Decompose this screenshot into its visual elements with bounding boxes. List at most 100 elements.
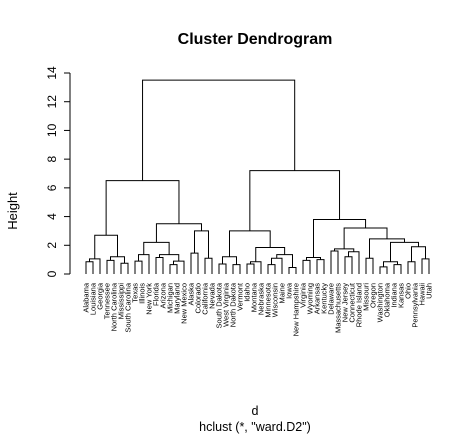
leaf-label: California xyxy=(201,282,210,315)
leaf-label: Hawaii xyxy=(418,283,427,306)
y-tick-label: 6 xyxy=(45,184,59,191)
leaf-label: Florida xyxy=(152,282,161,306)
merge-link xyxy=(143,241,170,255)
y-tick-label: 4 xyxy=(45,213,59,220)
leaf-label: Arkansas xyxy=(313,283,322,315)
merge-link xyxy=(120,262,129,274)
merge-link xyxy=(173,260,185,274)
y-tick-label: 2 xyxy=(45,242,59,249)
leaf-label: Illinois xyxy=(138,283,147,304)
leaf-label: Tennessee xyxy=(103,283,112,319)
leaf-label: Missouri xyxy=(362,283,371,311)
leaf-label: Maine xyxy=(278,283,287,303)
leaf-label: Kansas xyxy=(397,283,406,308)
merge-link xyxy=(155,256,164,274)
leaf-label: Louisiana xyxy=(89,282,98,315)
y-axis: 0 2 4 6 8 10 12 14 xyxy=(45,66,71,277)
merge-link xyxy=(106,259,115,274)
leaf-label: New Mexico xyxy=(180,283,189,324)
leaf-label: Washington xyxy=(376,283,385,322)
leaf-label: Pennsylvania xyxy=(411,282,420,327)
merge-link xyxy=(411,246,426,262)
merge-link xyxy=(316,259,325,274)
merge-link xyxy=(390,241,419,262)
merge-link xyxy=(159,254,180,262)
merge-link xyxy=(142,79,296,181)
merge-link xyxy=(313,218,367,258)
leaf-label: New Hampshire xyxy=(292,283,301,336)
leaf-label: West Virginia xyxy=(222,282,231,327)
leaf-label: Iowa xyxy=(285,282,294,299)
leaf-label: Colorado xyxy=(194,283,203,313)
leaf-label: Massachusetts xyxy=(334,283,343,333)
merge-link xyxy=(138,254,150,274)
leaf-label: Oklahoma xyxy=(383,282,392,317)
x-axis-label: d xyxy=(252,404,259,418)
leaf-label: Nebraska xyxy=(257,282,266,315)
leaf-label: Idaho xyxy=(243,283,252,302)
merge-link xyxy=(204,257,213,274)
leaf-label: Wisconsin xyxy=(271,283,280,317)
leaf-label: New Jersey xyxy=(341,283,350,322)
leaf-label: South Carolina xyxy=(124,282,133,332)
merge-link xyxy=(134,260,143,274)
leaf-label: Nevada xyxy=(208,282,217,309)
dendrogram-tree xyxy=(85,79,430,274)
leaf-label: Indiana xyxy=(390,282,399,307)
y-tick-label: 0 xyxy=(45,270,59,277)
merge-link xyxy=(330,250,339,274)
merge-link xyxy=(302,259,311,274)
leaf-label: Michigan xyxy=(166,283,175,313)
leaf-label: Alabama xyxy=(82,282,91,312)
merge-link xyxy=(218,263,227,274)
leaf-label: Arizona xyxy=(159,282,168,308)
leaf-label: Ohio xyxy=(404,283,413,299)
leaf-label: Alaska xyxy=(187,282,196,305)
merge-link xyxy=(276,254,293,268)
leaf-label: Connecticut xyxy=(348,282,357,323)
y-tick-label: 14 xyxy=(45,66,59,80)
leaf-label: Texas xyxy=(131,283,140,303)
leaf-label: Georgia xyxy=(96,282,105,310)
leaf-label: Virginia xyxy=(299,282,308,308)
chart-title: Cluster Dendrogram xyxy=(178,31,333,48)
leaf-label: Wyoming xyxy=(306,283,315,314)
leaf-label: North Dakota xyxy=(229,282,238,327)
leaf-label: New York xyxy=(145,283,154,315)
merge-link xyxy=(344,256,353,274)
leaf-label: Oregon xyxy=(369,283,378,308)
leaf-label: Rhode Island xyxy=(355,283,364,327)
y-tick-label: 10 xyxy=(45,123,59,137)
merge-link xyxy=(194,230,209,259)
merge-link xyxy=(267,264,276,274)
merge-link xyxy=(85,261,94,274)
merge-link xyxy=(288,267,297,274)
merge-link xyxy=(169,264,178,274)
merge-link xyxy=(365,257,374,274)
merge-link xyxy=(369,238,405,259)
leaf-label: Delaware xyxy=(327,283,336,315)
leaf-label: Vermont xyxy=(236,282,245,311)
merge-link xyxy=(379,266,388,274)
merge-link xyxy=(407,261,416,274)
y-tick-label: 8 xyxy=(45,155,59,162)
leaf-label: Montana xyxy=(250,282,259,312)
chart-subtitle: hclust (*, "ward.D2") xyxy=(199,420,311,434)
merge-link xyxy=(421,258,430,274)
merge-link xyxy=(249,170,341,231)
leaf-label: Kentucky xyxy=(320,283,329,314)
y-axis-label: Height xyxy=(5,192,20,230)
merge-link xyxy=(246,263,255,274)
y-tick-label: 12 xyxy=(45,95,59,109)
merge-link xyxy=(393,264,402,274)
leaf-label: Mississippi xyxy=(117,283,126,320)
merge-link xyxy=(105,180,180,236)
merge-link xyxy=(271,257,283,274)
leaf-label: Utah xyxy=(425,283,434,299)
merge-link xyxy=(229,230,271,257)
merge-link xyxy=(94,234,118,259)
merge-link xyxy=(89,258,101,274)
leaf-label: Maryland xyxy=(173,283,182,314)
